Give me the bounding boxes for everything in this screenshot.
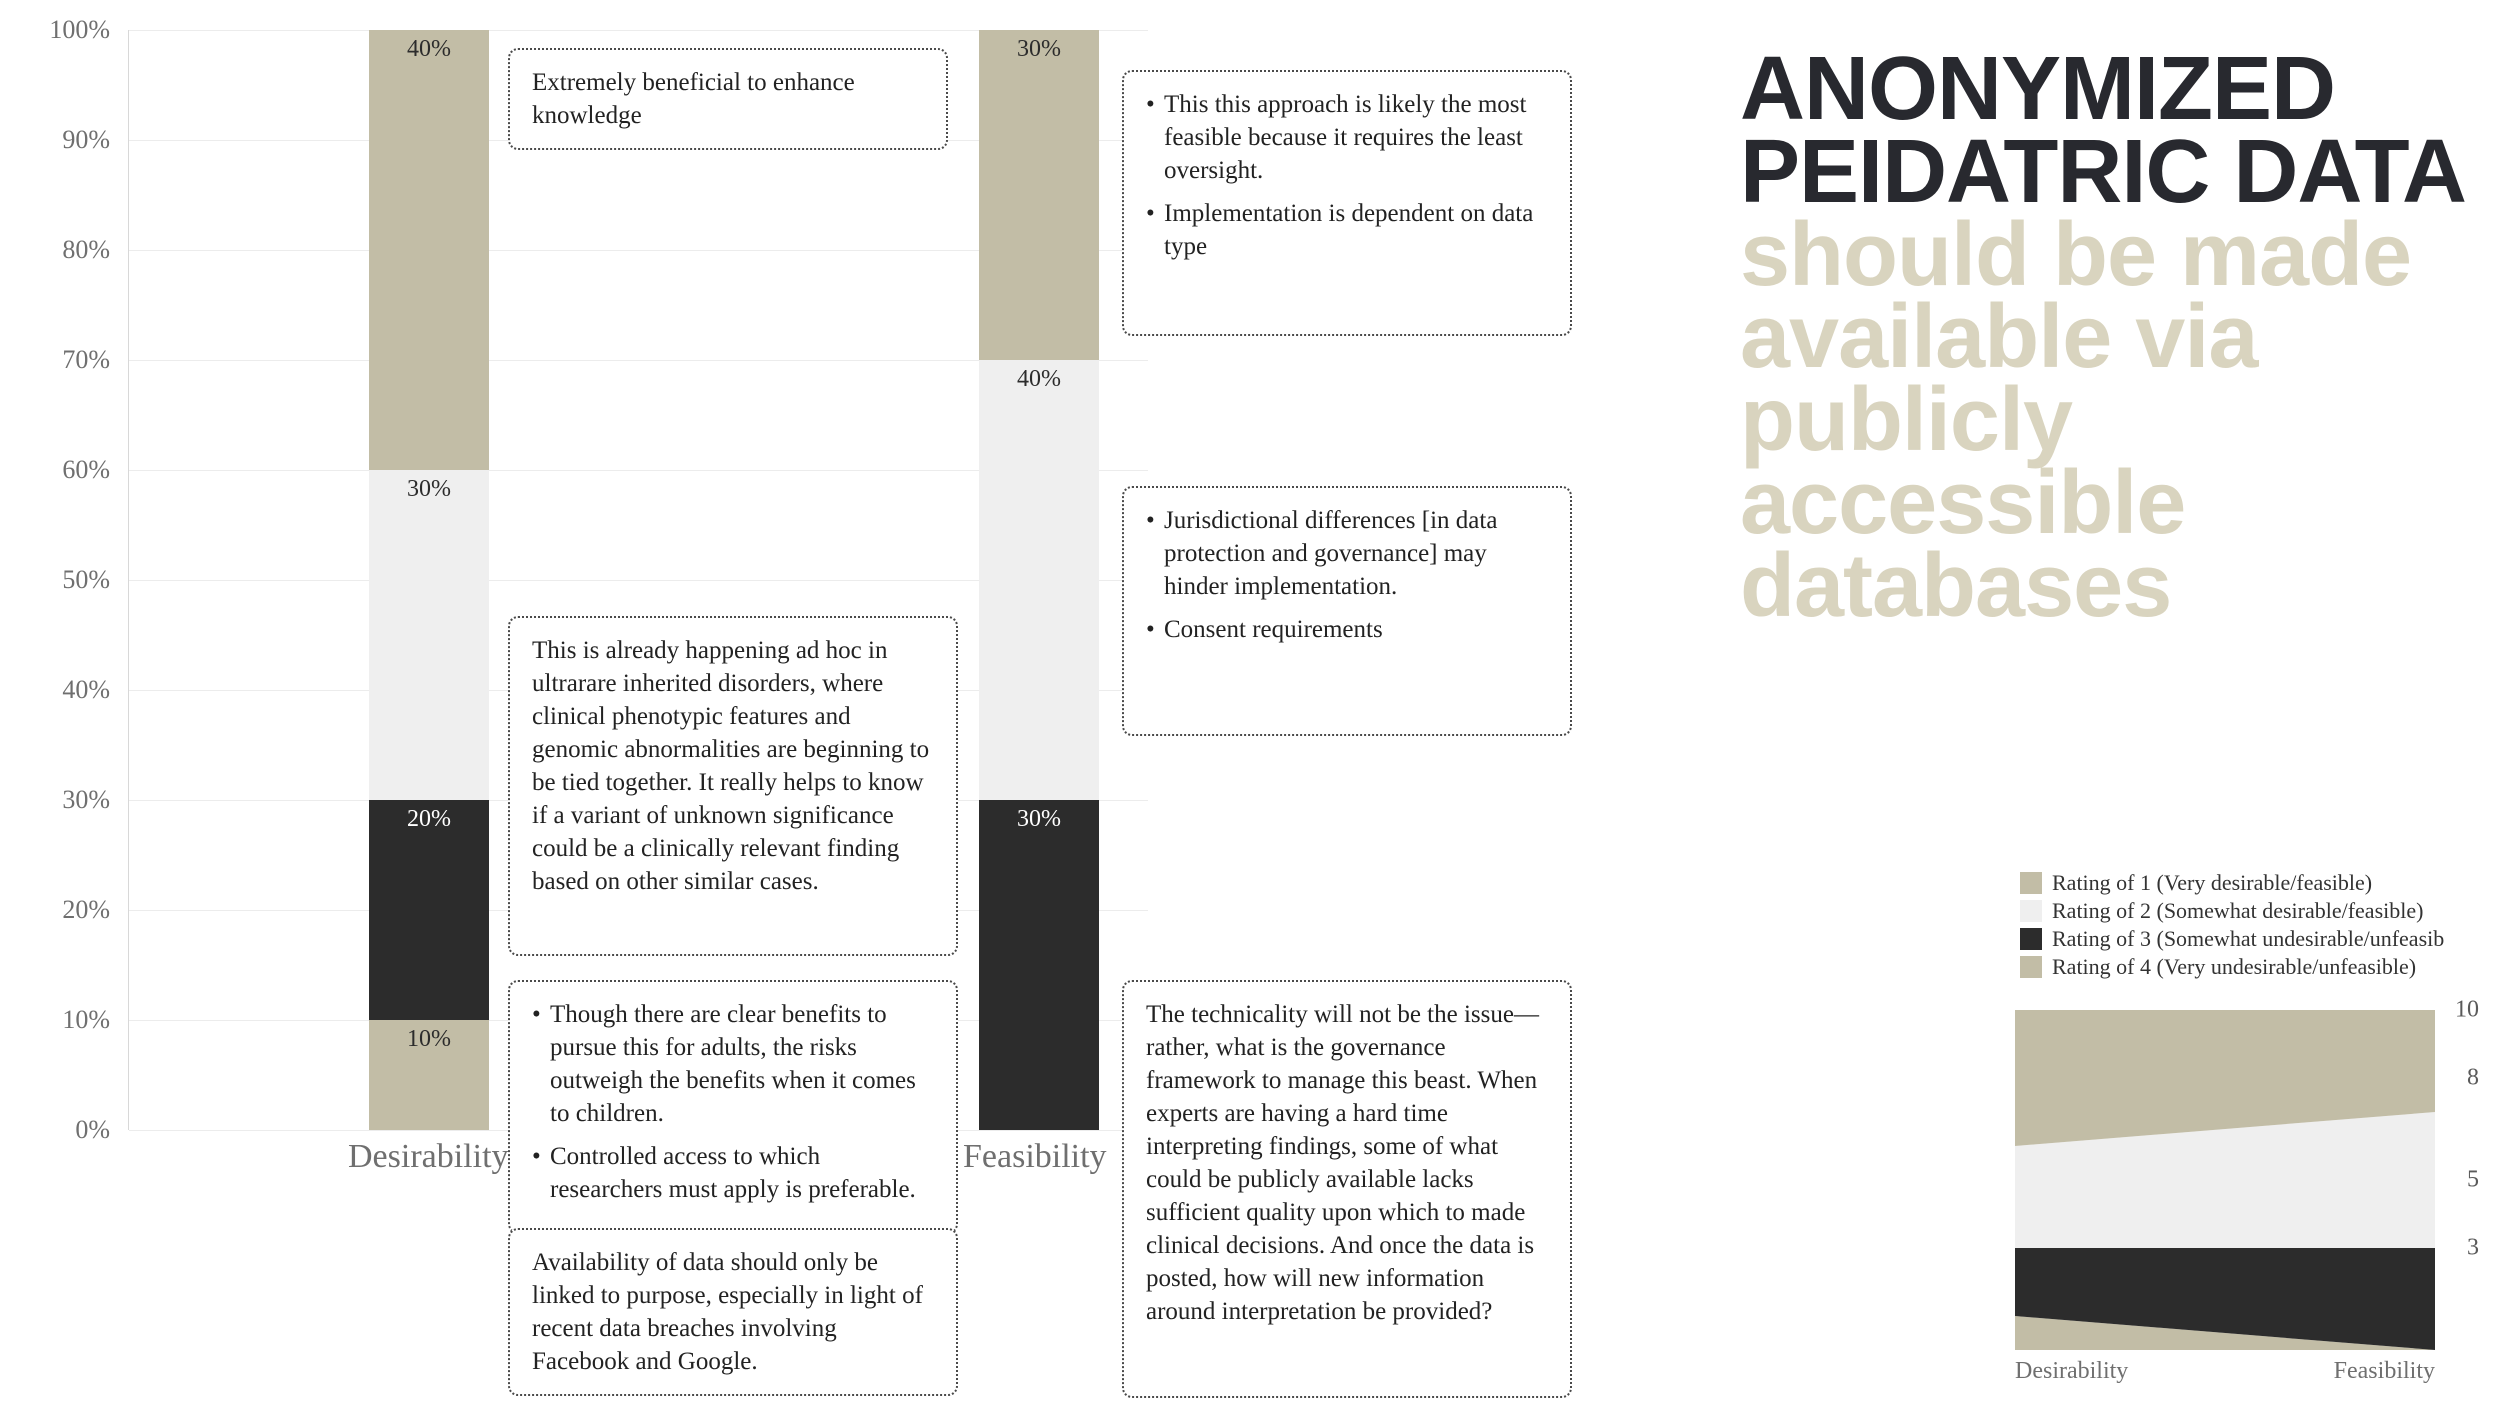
annotation-d_r3: Though there are clear benefits to pursu… [508, 980, 958, 1234]
x-label-feasibility: Feasibility [963, 1138, 1107, 1176]
x-label-desirability: Desirability [348, 1138, 509, 1176]
y-tick-label: 80% [62, 235, 110, 265]
legend-label: Rating of 1 (Very desirable/feasible) [2052, 870, 2372, 896]
bar-feasibility: 30% 40% 30% [979, 30, 1099, 1130]
legend-swatch [2020, 900, 2042, 922]
annotation-d_r4: Availability of data should only be link… [508, 1228, 958, 1396]
legend-item: Rating of 2 (Somewhat desirable/feasible… [2020, 898, 2480, 924]
annotation-f_r1: This this approach is likely the most fe… [1122, 70, 1572, 336]
title-dark-text: ANONYMIZED PEIDATRIC DATA [1740, 39, 2463, 222]
headline-title: ANONYMIZED PEIDATRIC DATA should be made… [1740, 48, 2470, 628]
segment-label: 40% [407, 36, 451, 63]
segment-rating-1: 30% [979, 30, 1099, 360]
y-tick-label: 50% [62, 565, 110, 595]
small-x-label-desirability: Desirability [2015, 1358, 2128, 1385]
annotation-bullet: Implementation is dependent on data type [1146, 197, 1550, 263]
legend: Rating of 1 (Very desirable/feasible)Rat… [2020, 870, 2480, 982]
y-tick-label: 90% [62, 125, 110, 155]
small-y-tick: 10 [2455, 997, 2479, 1024]
legend-swatch [2020, 872, 2042, 894]
segment-label: 30% [1017, 36, 1061, 63]
legend-item: Rating of 3 (Somewhat undesirable/unfeas… [2020, 926, 2480, 952]
small-area-svg [2015, 1010, 2435, 1350]
y-tick-label: 30% [62, 785, 110, 815]
y-tick-label: 40% [62, 675, 110, 705]
annotation-bullet: Jurisdictional differences [in data prot… [1146, 504, 1550, 603]
annotation-bullet: Controlled access to which researchers m… [532, 1140, 936, 1206]
legend-label: Rating of 4 (Very undesirable/unfeasible… [2052, 954, 2416, 980]
y-tick-label: 70% [62, 345, 110, 375]
legend-item: Rating of 1 (Very desirable/feasible) [2020, 870, 2480, 896]
y-tick-label: 20% [62, 895, 110, 925]
segment-rating-3: 30% [979, 800, 1099, 1130]
segment-rating-2: 30% [369, 470, 489, 800]
segment-rating-4: 10% [369, 1020, 489, 1130]
segment-label: 20% [407, 806, 451, 833]
annotation-bullet: Though there are clear benefits to pursu… [532, 998, 936, 1130]
segment-label: 40% [1017, 366, 1061, 393]
legend-label: Rating of 2 (Somewhat desirable/feasible… [2052, 898, 2423, 924]
annotation-f_r2: Jurisdictional differences [in data prot… [1122, 486, 1572, 736]
legend-swatch [2020, 956, 2042, 978]
legend-item: Rating of 4 (Very undesirable/unfeasible… [2020, 954, 2480, 980]
segment-label: 30% [407, 476, 451, 503]
annotation-d_r1: Extremely beneficial to enhance knowledg… [508, 48, 948, 150]
small-plot: 35810 [2015, 1010, 2435, 1350]
y-tick-label: 10% [62, 1005, 110, 1035]
bar-desirability: 10% 20% 30% 40% [369, 30, 489, 1130]
legend-label: Rating of 3 (Somewhat undesirable/unfeas… [2052, 926, 2444, 952]
segment-rating-1: 40% [369, 30, 489, 470]
small-x-label-feasibility: Feasibility [2334, 1358, 2435, 1385]
segment-rating-2: 40% [979, 360, 1099, 800]
segment-label: 30% [1017, 806, 1061, 833]
legend-swatch [2020, 928, 2042, 950]
y-tick-label: 100% [49, 15, 110, 45]
y-tick-label: 0% [75, 1115, 110, 1145]
annotation-f_r3: The technicality will not be the issue—r… [1122, 980, 1572, 1398]
small-y-tick: 3 [2467, 1235, 2479, 1262]
plot-area: 10% 20% 30% 40% 30% 40% 30% [128, 30, 1148, 1130]
y-tick-label: 60% [62, 455, 110, 485]
annotation-bullet: Consent requirements [1146, 613, 1550, 646]
y-axis: 0%10%20%30%40%50%60%70%80%90%100% [18, 30, 118, 1130]
title-light-text: should be made available via publicly ac… [1740, 205, 2411, 636]
annotation-bullet: This this approach is likely the most fe… [1146, 88, 1550, 187]
small-y-tick: 5 [2467, 1167, 2479, 1194]
small-y-tick: 8 [2467, 1065, 2479, 1092]
annotation-d_r2: This is already happening ad hoc in ultr… [508, 616, 958, 956]
segment-rating-3: 20% [369, 800, 489, 1020]
small-stacked-area-chart: 35810 Desirability Feasibility [2015, 1010, 2485, 1390]
segment-label: 10% [407, 1026, 451, 1053]
